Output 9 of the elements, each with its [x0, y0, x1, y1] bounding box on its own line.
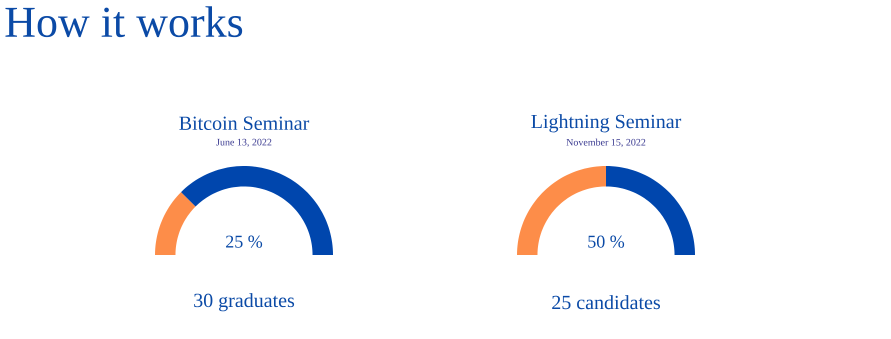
- chart-title: Bitcoin Seminar: [179, 116, 310, 130]
- text: How it works: [5, 6, 242, 38]
- chart-subtitle: June 13, 2022: [216, 138, 272, 147]
- chart-subtitle: November 15, 2022: [566, 138, 646, 148]
- text: 25 candidates: [552, 295, 660, 310]
- text: 30 graduates: [194, 293, 294, 312]
- text: 25 %: [226, 236, 262, 248]
- text: 50 %: [588, 236, 624, 248]
- chart-title: Lightning Seminar: [531, 114, 682, 132]
